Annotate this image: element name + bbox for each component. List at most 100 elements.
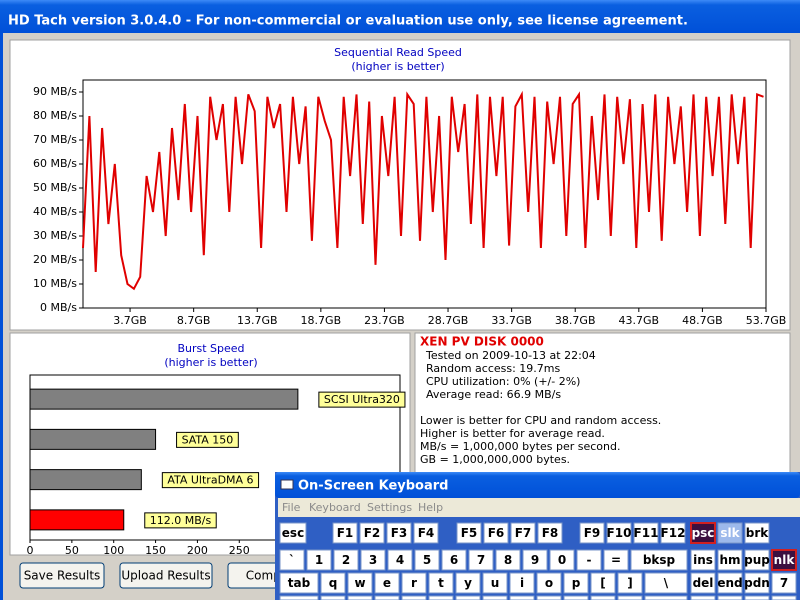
key-label[interactable]: e [383,576,391,590]
key-label[interactable]: 7 [780,576,788,590]
key-label[interactable]: - [587,553,592,567]
chart-subtitle: (higher is better) [164,356,257,369]
key-label[interactable]: nlk [774,553,796,567]
key-label[interactable]: F1 [337,526,354,540]
key[interactable] [348,596,372,600]
bar-label: 112.0 MB/s [145,513,216,528]
key[interactable] [402,596,426,600]
chart-title: Burst Speed [177,342,244,355]
result-line: CPU utilization: 0% (+/- 2%) [426,375,580,388]
key-label[interactable]: F12 [661,526,686,540]
key-label[interactable]: 4 [396,553,404,567]
key-label[interactable]: end [717,576,742,590]
button-label[interactable]: Save Results [24,569,101,583]
key[interactable] [483,596,507,600]
key-label[interactable]: u [491,576,500,590]
y-tick-label: 40 MB/s [33,205,77,218]
key[interactable] [591,596,615,600]
menu-item[interactable]: Help [418,501,443,514]
key-label[interactable]: ] [627,576,632,590]
key-label[interactable]: w [354,576,365,590]
key-label[interactable]: 2 [342,553,350,567]
key-label[interactable]: F8 [542,526,559,540]
key[interactable] [745,596,769,600]
key-label[interactable]: F11 [634,526,659,540]
key-label[interactable]: [ [600,576,605,590]
x-tick-label: 0 [27,544,34,557]
key[interactable] [280,596,318,600]
x-tick-label: 150 [145,544,166,557]
bar-label-text: SCSI Ultra320 [324,393,400,406]
key-label[interactable]: 8 [504,553,512,567]
bar-label: SATA 150 [177,432,239,447]
key-label[interactable]: t [438,576,444,590]
key[interactable] [618,596,642,600]
key-label[interactable]: 6 [450,553,458,567]
chart-title: Sequential Read Speed [334,46,462,59]
y-tick-label: 60 MB/s [33,157,77,170]
keyboard-icon [281,480,293,489]
key[interactable] [456,596,480,600]
key-label[interactable]: 1 [315,553,323,567]
key-label[interactable]: del [693,576,714,590]
x-tick-label: 43.7GB [619,314,660,327]
key[interactable] [537,596,561,600]
key-label[interactable]: F4 [418,526,435,540]
key[interactable] [375,596,399,600]
key-label[interactable]: hm [719,553,740,567]
key-label[interactable]: ` [289,553,295,567]
key-label[interactable]: F10 [607,526,632,540]
key[interactable] [429,596,453,600]
key-label[interactable]: p [572,576,581,590]
key[interactable] [691,596,715,600]
key[interactable] [645,596,687,600]
key-label[interactable]: = [611,553,621,567]
key-label[interactable]: slk [720,526,740,540]
key-label[interactable]: pup [744,553,770,567]
key[interactable] [564,596,588,600]
menu-item[interactable]: File [282,501,301,514]
key-label[interactable]: 5 [423,553,431,567]
key-label[interactable]: F9 [584,526,601,540]
result-line: Average read: 66.9 MB/s [426,388,561,401]
menu-item[interactable]: Keyboard [309,501,361,514]
x-tick-label: 28.7GB [428,314,469,327]
key-label[interactable]: F7 [515,526,532,540]
key-label[interactable]: q [329,576,338,590]
bar-label: SCSI Ultra320 [319,392,405,407]
key-label[interactable]: F2 [364,526,381,540]
key-label[interactable]: y [464,576,472,590]
key-label[interactable]: F3 [391,526,408,540]
key-label[interactable]: tab [288,576,311,590]
key[interactable] [510,596,534,600]
x-tick-label: 38.7GB [555,314,596,327]
x-tick-label: 200 [187,544,208,557]
key[interactable] [718,596,742,600]
key-label[interactable]: brk [746,526,770,540]
key-label[interactable]: esc [282,526,304,540]
key-label[interactable]: F6 [488,526,505,540]
key-label[interactable]: 3 [369,553,377,567]
key-label[interactable]: \ [664,576,669,590]
y-tick-label: 20 MB/s [33,253,77,266]
bar [30,470,141,490]
button-label[interactable]: Upload Results [121,569,210,583]
key-label[interactable]: 9 [531,553,539,567]
key-label[interactable]: 7 [477,553,485,567]
y-tick-label: 90 MB/s [33,85,77,98]
key-label[interactable]: 0 [558,553,566,567]
bar [30,429,156,449]
key-label[interactable]: psc [692,526,715,540]
key-label[interactable]: o [545,576,553,590]
y-tick-label: 50 MB/s [33,181,77,194]
key-label[interactable]: r [411,576,417,590]
key[interactable] [321,596,345,600]
key-label[interactable]: i [520,576,524,590]
key[interactable] [772,596,796,600]
key-label[interactable]: pdn [744,576,770,590]
key-label[interactable]: bksp [643,553,676,567]
menu-item[interactable]: Settings [367,501,412,514]
key-label[interactable]: F5 [461,526,478,540]
key-label[interactable]: ins [693,553,713,567]
bar-label-text: SATA 150 [182,433,234,446]
